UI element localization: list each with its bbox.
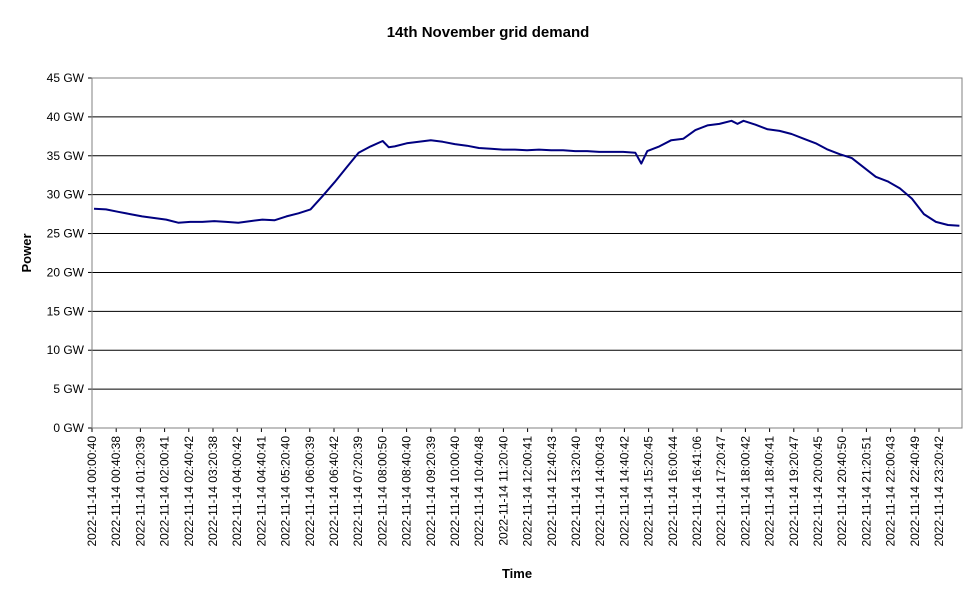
y-axis-ticks: 0 GW 5 GW 10 GW 15 GW 20 GW 25 GW 30 GW 35 GW 40… [47,71,92,435]
x-tick-label: 2022-11-14 02:00:41 [158,436,172,547]
x-tick-label: 2022-11-14 05:20:40 [279,436,293,547]
x-tick-label: 2022-11-14 12:00:41 [521,436,535,547]
x-tick-label: 2022-11-14 18:40:41 [763,436,777,547]
x-tick-label: 2022-11-14 21:20:51 [859,436,873,547]
x-axis-title: Time [502,566,532,581]
x-tick-label: 2022-11-14 14:40:42 [617,436,631,547]
plot-area [91,77,963,429]
x-axis-ticks: 2022-11-14 00:00:40 2022-11-14 00:40:38 20… [85,428,946,547]
x-tick-label: 2022-11-14 02:40:42 [182,436,196,547]
x-tick-label: 2022-11-14 11:20:40 [496,436,510,546]
y-tick-label: 30 GW [47,188,85,202]
x-tick-label: 2022-11-14 01:20:39 [133,436,147,547]
x-tick-label: 2022-11-14 10:00:40 [448,436,462,547]
x-tick-label: 2022-11-14 14:00:43 [593,436,607,547]
x-tick-label: 2022-11-14 06:00:39 [303,436,317,547]
y-tick-label: 25 GW [47,227,85,241]
series-line [93,119,960,227]
y-tick-label: 35 GW [47,149,85,163]
x-tick-label: 2022-11-14 17:20:47 [714,436,728,547]
y-tick-label: 15 GW [47,304,85,318]
x-tick-label: 2022-11-14 03:20:38 [206,436,220,547]
x-tick-label: 2022-11-14 16:41:06 [690,436,704,547]
x-tick-label: 2022-11-14 20:40:50 [835,436,849,547]
x-tick-label: 2022-11-14 06:40:42 [327,436,341,547]
x-tick-label: 2022-11-14 04:40:41 [254,436,268,547]
y-axis-title: Power [19,233,34,272]
x-tick-label: 2022-11-14 12:40:43 [545,436,559,547]
x-tick-label: 2022-11-14 18:00:42 [738,436,752,547]
chart-title: 14th November grid demand [387,24,590,41]
x-tick-label: 2022-11-14 10:40:48 [472,436,486,547]
y-tick-label: 0 GW [53,421,84,435]
x-tick-label: 2022-11-14 15:20:45 [642,436,656,547]
y-tick-label: 5 GW [53,382,84,396]
gridlines [92,77,962,429]
y-tick-label: 20 GW [47,265,85,279]
x-tick-label: 2022-11-14 00:40:38 [109,436,123,547]
x-tick-label: 2022-11-14 08:40:40 [400,436,414,547]
x-tick-label: 2022-11-14 09:20:39 [424,436,438,547]
y-tick-label: 40 GW [47,110,85,124]
x-tick-label: 2022-11-14 13:20:40 [569,436,583,547]
x-tick-label: 2022-11-14 07:20:39 [351,436,365,547]
y-tick-label: 45 GW [47,71,85,85]
y-tick-label: 10 GW [47,343,85,357]
x-tick-label: 2022-11-14 04:00:42 [230,436,244,547]
x-tick-label: 2022-11-14 22:40:49 [908,436,922,547]
x-tick-label: 2022-11-14 00:00:40 [85,436,99,547]
x-tick-label: 2022-11-14 22:00:43 [884,436,898,547]
x-tick-label: 2022-11-14 16:00:44 [666,436,680,547]
x-tick-label: 2022-11-14 19:20:47 [787,436,801,547]
x-tick-label: 2022-11-14 20:00:45 [811,436,825,547]
x-tick-label: 2022-11-14 23:20:42 [932,436,946,547]
x-tick-label: 2022-11-14 08:00:50 [375,436,389,547]
